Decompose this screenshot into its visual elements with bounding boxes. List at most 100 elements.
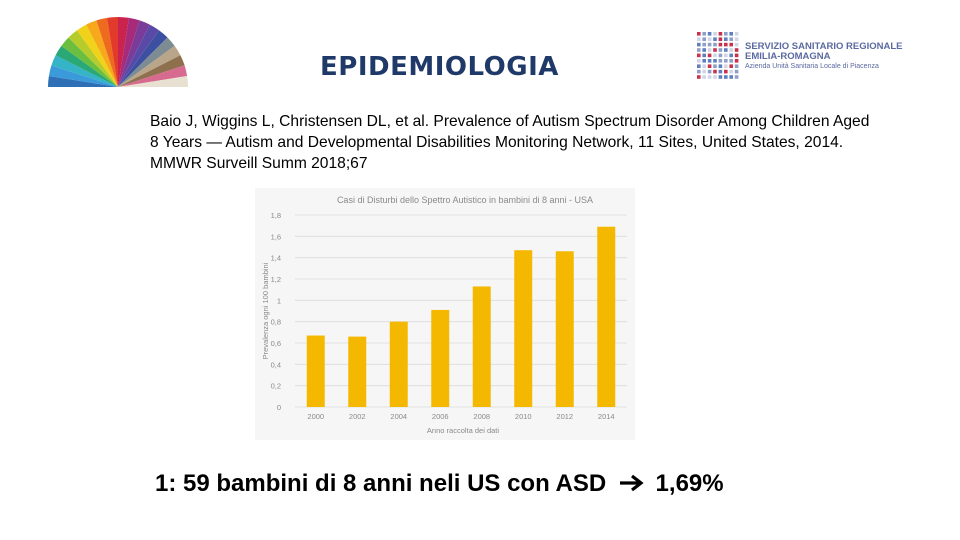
logo-dot	[713, 53, 717, 58]
x-tick-label: 2006	[432, 412, 449, 421]
fan-segment	[48, 65, 118, 87]
logo-dot	[729, 32, 733, 36]
logo-dot	[707, 64, 712, 68]
logo-dot	[729, 59, 733, 63]
logo-dot	[697, 59, 701, 63]
logo-dot	[724, 75, 728, 79]
x-tick-label: 2008	[473, 412, 490, 421]
org-name-line1: SERVIZIO SANITARIO REGIONALE	[745, 41, 903, 52]
logo-dot	[702, 59, 706, 63]
logo-dot	[707, 69, 712, 74]
logo-dot	[734, 37, 739, 41]
logo-dot	[729, 48, 733, 52]
bar-2014	[597, 226, 616, 407]
org-name-line3: Azienda Unità Sanitaria Locale di Piacen…	[745, 62, 879, 70]
logo-dot	[697, 64, 701, 68]
logo-dot	[734, 69, 739, 74]
fan-segment	[61, 37, 118, 87]
logo-dot	[734, 32, 739, 36]
logo-dot	[718, 53, 723, 58]
logo-dot	[707, 42, 712, 47]
bar-2008	[472, 286, 491, 407]
logo-dot	[713, 75, 717, 79]
logo-dot	[724, 48, 728, 52]
fan-segment	[76, 24, 118, 88]
summary-percentage: 1,69%	[655, 470, 724, 497]
y-tick-label: 1,6	[271, 232, 281, 241]
logo-dot	[729, 37, 733, 41]
logo-dot	[702, 37, 706, 41]
logo-dot	[697, 69, 701, 74]
logo-dot	[707, 75, 712, 79]
logo-dot	[729, 64, 733, 68]
chart-title: Casi di Disturbi dello Spettro Autistico…	[337, 195, 593, 205]
y-tick-label: 1,4	[271, 254, 281, 263]
color-fan-logo	[48, 17, 188, 88]
logo-dot	[718, 37, 723, 41]
fan-segment	[118, 17, 129, 87]
y-tick-label: 0,4	[271, 360, 281, 369]
logo-dot	[724, 37, 728, 41]
logo-dot	[697, 42, 701, 47]
logo-dot	[729, 69, 733, 74]
fan-segment	[55, 45, 118, 87]
x-tick-label: 2000	[307, 412, 324, 421]
y-tick-label: 0,6	[271, 339, 281, 348]
logo-dot	[718, 42, 723, 47]
chart-svg: Casi di Disturbi dello Spettro Autistico…	[255, 188, 635, 440]
logo-dot	[734, 42, 739, 47]
logo-dot	[713, 42, 717, 47]
fan-segment	[96, 17, 118, 87]
logo-dot	[707, 32, 712, 36]
bar-2004	[389, 321, 408, 407]
logo-dot	[707, 48, 712, 52]
logo-dot	[713, 37, 717, 41]
logo-dot	[718, 75, 723, 79]
logo-dot	[707, 37, 712, 41]
fan-segment	[118, 20, 150, 87]
logo-dot	[702, 64, 706, 68]
logo-dot	[702, 75, 706, 79]
logo-dot	[713, 64, 717, 68]
y-tick-label: 1,2	[271, 275, 281, 284]
logo-dot	[734, 75, 739, 79]
logo-dot	[702, 32, 706, 36]
logo-dot	[713, 59, 717, 63]
x-tick-label: 2012	[556, 412, 573, 421]
y-axis-title: Prevalenza ogni 100 bambini	[261, 262, 270, 359]
logo-dot	[702, 53, 706, 58]
bar-2012	[555, 251, 574, 407]
logo-dot	[718, 48, 723, 52]
x-tick-label: 2010	[515, 412, 532, 421]
logo-dot	[697, 53, 701, 58]
logo-dot	[734, 53, 739, 58]
x-tick-label: 2002	[349, 412, 366, 421]
y-tick-label: 0,2	[271, 382, 281, 391]
logo-dot	[713, 32, 717, 36]
fan-segment	[51, 55, 118, 87]
logo-dot	[702, 69, 706, 74]
fan-segment	[118, 55, 185, 87]
logo-dot	[734, 59, 739, 63]
logo-dot	[718, 59, 723, 63]
bar-2000	[306, 335, 325, 407]
org-name-line2: EMILIA-ROMAGNA	[745, 51, 831, 63]
logo-dot	[697, 75, 701, 79]
fan-segment	[118, 65, 188, 87]
right-arrow-icon	[619, 474, 644, 492]
fan-segment	[118, 37, 175, 87]
x-tick-label: 2014	[598, 412, 615, 421]
fan-segment	[118, 17, 140, 87]
fan-segment	[48, 76, 118, 87]
fan-segment	[68, 30, 118, 87]
fan-segment	[107, 17, 118, 87]
logo-dot	[702, 48, 706, 52]
logo-dot	[729, 75, 733, 79]
logo-dot	[724, 69, 728, 74]
y-tick-label: 1	[277, 296, 281, 305]
org-logo	[697, 32, 739, 79]
y-tick-label: 0,8	[271, 318, 281, 327]
logo-dot	[724, 42, 728, 47]
bar-2010	[514, 250, 533, 407]
logo-dot	[702, 42, 706, 47]
